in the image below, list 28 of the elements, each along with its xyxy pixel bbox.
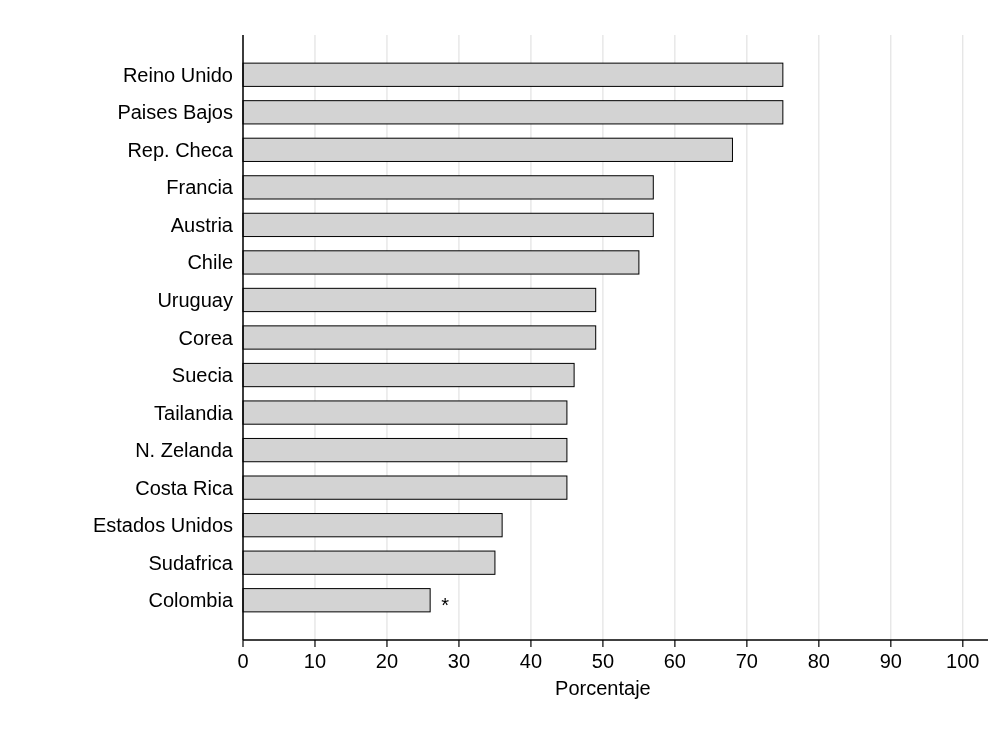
x-tick-label: 80	[807, 650, 830, 672]
y-tick-label: Austria	[170, 213, 234, 236]
x-tick-label: 50	[591, 650, 615, 672]
x-tick-label: 70	[735, 650, 758, 672]
y-tick-label: Francia	[166, 176, 234, 199]
x-tick-label: 30	[447, 650, 471, 672]
y-tick-label: Corea	[178, 326, 234, 349]
y-tick-label: Uruguay	[157, 288, 233, 311]
x-tick-label: 20	[375, 650, 399, 672]
x-axis-title: Porcentaje	[555, 677, 651, 699]
y-tick-label: Chile	[187, 251, 233, 274]
y-tick-label: Paises Bajos	[117, 101, 233, 124]
y-tick-label: Reino Unido	[122, 63, 233, 86]
y-tick-label: N. Zelanda	[135, 439, 234, 462]
y-tick-label: Estados Unidos	[92, 514, 233, 537]
y-tick-label: Rep. Checa	[127, 138, 234, 161]
x-tick-label: 100	[946, 650, 980, 672]
y-tick-label: Tailandia	[154, 401, 234, 424]
y-tick-label: Sudafrica	[148, 551, 234, 574]
x-tick-label: 90	[879, 650, 902, 672]
y-tick-label: Colombia	[148, 589, 234, 612]
y-tick-label: Costa Rica	[135, 476, 234, 499]
x-tick-label: 40	[519, 650, 543, 672]
x-tick-label: 0	[237, 650, 249, 672]
y-tick-label: Suecia	[171, 364, 234, 387]
annotation: *	[441, 594, 450, 617]
x-tick-label: 10	[303, 650, 327, 672]
x-tick-label: 60	[663, 650, 687, 672]
